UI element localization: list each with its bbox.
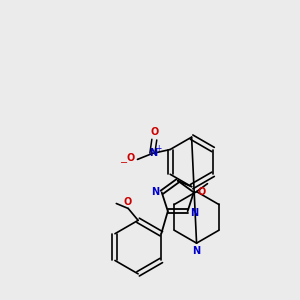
Text: N: N <box>151 188 159 197</box>
Text: O: O <box>198 188 206 197</box>
Text: −: − <box>119 158 128 168</box>
Text: O: O <box>123 197 131 208</box>
Text: O: O <box>150 127 158 136</box>
Text: N: N <box>149 148 158 158</box>
Text: O: O <box>126 153 135 164</box>
Text: +: + <box>155 144 161 153</box>
Text: N: N <box>193 246 201 256</box>
Text: N: N <box>190 208 199 218</box>
